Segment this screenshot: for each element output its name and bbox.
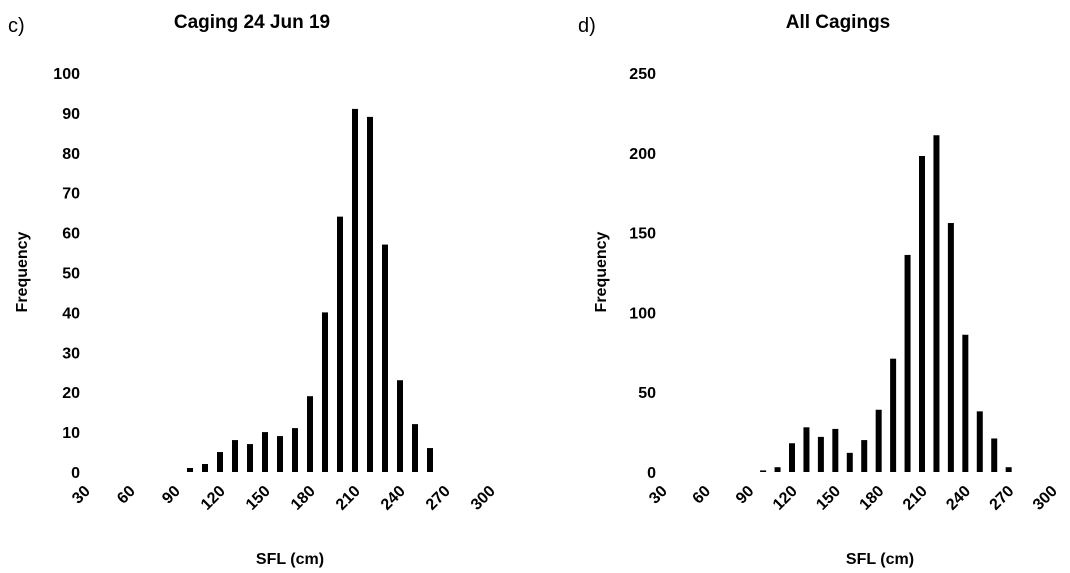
y-tick-label: 200 (629, 146, 656, 163)
histogram-bar (962, 334, 969, 472)
histogram-bar (817, 436, 824, 472)
histogram-bar (919, 155, 925, 472)
y-tick-label: 90 (62, 106, 80, 123)
histogram-bar (337, 216, 343, 472)
histogram-bar (933, 135, 940, 472)
histogram-bar (427, 448, 433, 472)
panel-label-d: d) (578, 15, 596, 37)
histogram-bar (875, 409, 882, 472)
y-tick-label: 0 (71, 465, 80, 482)
histogram-bar (352, 108, 358, 472)
histogram-bar (1005, 467, 1012, 472)
histogram-bar (774, 467, 781, 472)
y-axis-title-d: Frequency (593, 231, 610, 312)
x-tick-label: 60 (690, 483, 715, 508)
histogram-bar (187, 468, 193, 472)
histogram-bar (890, 358, 897, 472)
x-tick-label: 210 (900, 483, 931, 514)
x-tick-label: 30 (69, 483, 94, 508)
x-tick-label: 150 (243, 483, 274, 514)
histogram-bar (202, 464, 208, 472)
y-tick-label: 50 (62, 266, 80, 283)
y-tick-label: 150 (629, 226, 656, 243)
x-tick-label: 300 (468, 483, 499, 514)
histogram-bar (322, 312, 328, 472)
histogram-bar (217, 452, 223, 472)
x-tick-label: 180 (288, 483, 319, 514)
y-tick-label: 0 (647, 465, 656, 482)
histogram-panel-d: d) All Cagings Frequency SFL (cm) 0 50 100… (578, 12, 1061, 568)
y-tick-label: 30 (62, 345, 80, 362)
x-tick-label: 90 (733, 483, 758, 508)
x-axis-title-d: SFL (cm) (846, 551, 914, 568)
histogram-bar (277, 436, 283, 472)
histogram-bar (247, 444, 253, 472)
x-tick-label: 180 (857, 483, 888, 514)
histogram-bar (861, 440, 868, 472)
x-tick-label: 270 (987, 483, 1018, 514)
histogram-bar (382, 244, 388, 472)
panel-label-c: c) (8, 15, 25, 37)
histogram-bar (412, 424, 418, 472)
y-tick-label: 80 (62, 146, 80, 163)
histogram-bar (803, 427, 810, 472)
histogram-bar (262, 432, 268, 472)
histogram-bar (307, 396, 313, 472)
histogram-bar (760, 470, 767, 472)
histogram-bar (904, 254, 911, 472)
histogram-panel-c: c) Caging 24 Jun 19 Frequency SFL (cm) 0… (8, 12, 499, 568)
x-tick-label: 240 (943, 483, 974, 514)
histogram-bar (976, 411, 983, 472)
bars-c (187, 108, 433, 472)
x-tick-label: 210 (333, 483, 364, 514)
x-tick-label: 90 (159, 483, 184, 508)
x-tick-label: 120 (198, 483, 229, 514)
histogram-bar (789, 443, 795, 472)
y-tick-label: 40 (62, 305, 80, 322)
y-tick-labels-d: 0 50 100 150 200 250 (629, 66, 656, 482)
y-tick-label: 20 (62, 385, 80, 402)
histogram-bar (367, 116, 373, 472)
y-tick-label: 50 (638, 385, 656, 402)
y-tick-label: 100 (629, 305, 656, 322)
y-tick-label: 100 (53, 66, 80, 83)
y-tick-label: 70 (62, 186, 80, 203)
x-tick-label: 30 (646, 483, 671, 508)
y-axis-title-c: Frequency (14, 231, 31, 312)
histogram-bar (292, 428, 298, 472)
x-tick-label: 150 (813, 483, 844, 514)
histogram-bar (846, 452, 853, 472)
x-tick-label: 300 (1030, 483, 1061, 514)
bars-d (760, 135, 1012, 472)
x-tick-labels-d: 30 60 90 120 150 180 210 240 270 300 (646, 483, 1061, 514)
chart-title-c: Caging 24 Jun 19 (174, 12, 330, 33)
x-tick-labels-c: 30 60 90 120 150 180 210 240 270 300 (69, 483, 499, 514)
x-tick-label: 240 (378, 483, 409, 514)
y-tick-label: 10 (62, 425, 80, 442)
y-tick-labels-c: 0 10 20 30 40 50 60 70 80 90 100 (53, 66, 80, 482)
x-tick-label: 270 (423, 483, 454, 514)
histogram-bar (947, 223, 954, 472)
chart-title-d: All Cagings (786, 12, 891, 33)
histogram-bar (232, 440, 238, 472)
histogram-bar (991, 438, 998, 472)
histogram-bar (832, 428, 839, 472)
y-tick-label: 60 (62, 226, 80, 243)
y-tick-label: 250 (629, 66, 656, 83)
x-axis-title-c: SFL (cm) (256, 551, 324, 568)
histogram-bar (397, 380, 403, 472)
x-tick-label: 60 (114, 483, 139, 508)
x-tick-label: 120 (770, 483, 801, 514)
